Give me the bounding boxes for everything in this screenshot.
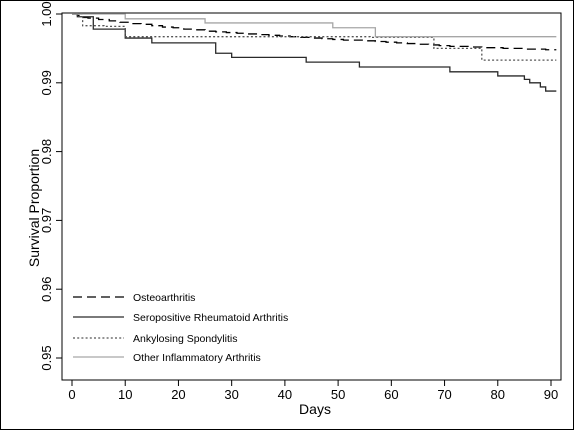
plot-frame	[61, 12, 562, 381]
x-tick-label: 40	[278, 387, 292, 402]
x-tick-label: 60	[384, 387, 398, 402]
y-tick-label: 0.99	[39, 70, 54, 95]
x-tick-label: 0	[68, 387, 75, 402]
x-tick-label: 70	[437, 387, 451, 402]
y-tick-label: 0.96	[39, 277, 54, 302]
series-line-other-inflammatory-arthritis	[72, 13, 557, 38]
plot-area: 0.95 0.96 0.97 0.98 0.99 1.00 0 10 20 30 40 50 60 70 8…	[39, 1, 562, 402]
x-tick-label: 10	[118, 387, 132, 402]
y-tick-label: 0.97	[39, 208, 54, 233]
x-tick-label: 80	[491, 387, 505, 402]
legend-label-other-inflammatory-arthritis: Other Inflammatory Arthritis	[133, 352, 261, 364]
series-line-seropositive-rheumatoid-arthritis	[72, 13, 557, 92]
x-tick-label: 20	[171, 387, 185, 402]
legend-label-osteoarthritis: Osteoarthritis	[133, 292, 195, 304]
y-axis-title: Survival Proportion	[26, 149, 42, 267]
x-axis-title: Days	[299, 401, 331, 417]
legend-label-seropositive-rheumatoid-arthritis: Seropositive Rheumatoid Arthritis	[133, 312, 288, 324]
y-tick-label: 1.00	[39, 1, 54, 26]
series-line-ankylosing-spondylitis	[72, 13, 557, 61]
x-tick-label: 90	[544, 387, 558, 402]
y-tick-label: 0.98	[39, 139, 54, 164]
x-tick-label: 30	[224, 387, 238, 402]
y-tick-label: 0.95	[39, 345, 54, 370]
legend-label-ankylosing-spondylitis: Ankylosing Spondylitis	[133, 333, 237, 345]
x-tick-label: 50	[331, 387, 345, 402]
